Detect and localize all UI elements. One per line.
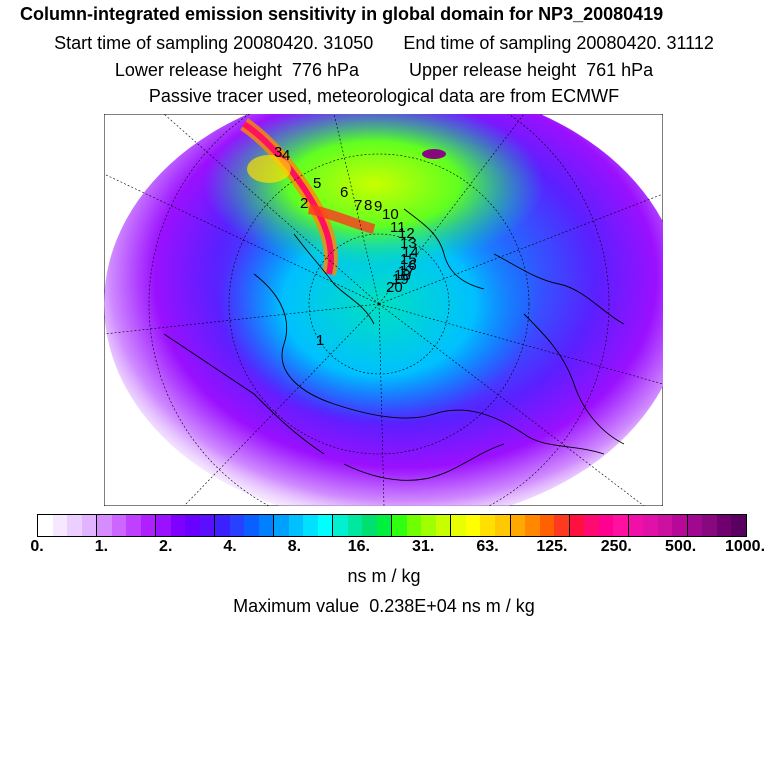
colorbar-segment (391, 515, 407, 536)
colorbar-segment (509, 515, 526, 536)
colorbar-segment (406, 515, 422, 536)
colorbar-segment (584, 515, 599, 536)
trajectory-label-14: 14 (402, 244, 419, 261)
trajectory-label-8: 8 (364, 197, 372, 214)
colorbar-segment (52, 515, 68, 536)
colorbar-segment (465, 515, 481, 536)
colorbar-segment (126, 515, 141, 536)
colorbar-segment (67, 515, 82, 536)
plume-hotspot (247, 155, 291, 183)
maximum-value: Maximum value 0.238E+04 ns m / kg (233, 596, 535, 616)
colorbar-segment (332, 515, 348, 536)
colorbar-segment (568, 515, 585, 536)
colorbar-segment (244, 515, 259, 536)
colorbar-segment (303, 515, 318, 536)
colorbar-segment (96, 515, 112, 536)
colorbar-tick-label: 125. (536, 538, 568, 555)
colorbar-segment (731, 515, 746, 536)
colorbar-segment (480, 515, 495, 536)
colorbar-tick-label: 0. (30, 538, 44, 555)
colorbar-segment (613, 515, 628, 536)
trajectory-label-7: 7 (354, 197, 362, 214)
colorbar-tick-label: 63. (476, 538, 499, 555)
map-canvas: 1 2 3 4 5 6 7 8 9 10 11 12 13 14 15 16 1… (103, 73, 684, 535)
trajectory-label-11: 11 (390, 219, 406, 236)
colorbar-segment (140, 515, 156, 536)
release-heights: Lower release height 776 hPa Upper relea… (114, 60, 654, 80)
colorbar (37, 514, 747, 537)
sampling-times: Start time of sampling 20080420. 31050 E… (54, 33, 714, 53)
colorbar-segment (111, 515, 127, 536)
trajectory-label-19: 19 (392, 271, 409, 288)
high-sensitivity-band (204, 99, 544, 269)
colorbar-segment (155, 515, 171, 536)
colorbar-segment (554, 515, 569, 536)
trajectory-label-18: 18 (394, 267, 411, 284)
colorbar-tick-label: 31. (412, 538, 435, 555)
colorbar-segment (539, 515, 555, 536)
north-hotspot (422, 149, 446, 159)
colorbar-segment (229, 515, 245, 536)
colorbar-tick-label: 500. (665, 538, 697, 555)
colorbar-unit: ns m / kg (347, 566, 421, 586)
colorbar-segment (288, 515, 304, 536)
colorbar-segment (643, 515, 658, 536)
colorbar-segment (494, 515, 510, 536)
colorbar-segment (214, 515, 230, 536)
trajectory-label-1: 1 (316, 332, 324, 349)
tracer-info: Passive tracer used, meteorological data… (148, 86, 620, 106)
plume-branch (307, 204, 376, 234)
colorbar-segment (347, 515, 363, 536)
colorbar-segment (657, 515, 673, 536)
trajectory-label-10: 10 (382, 206, 399, 223)
colorbar-segment (317, 515, 333, 536)
colorbar-tick-label: 16. (347, 538, 370, 555)
colorbar-segment (81, 515, 97, 536)
trajectory-label-12: 12 (398, 225, 415, 242)
colorbar-segment (702, 515, 717, 536)
trajectory-label-13: 13 (400, 235, 417, 252)
colorbar-segment (199, 515, 215, 536)
emission-sensitivity-map: 1 2 3 4 5 6 7 8 9 10 11 12 13 14 15 16 1… (103, 73, 684, 535)
colorbar-tick-label: 1000. (724, 538, 766, 555)
coastlines (163, 208, 625, 481)
colorbar-segment (672, 515, 687, 536)
colorbar-segment (598, 515, 614, 536)
colorbar-segment (38, 515, 53, 536)
trajectory-label-15: 15 (400, 251, 417, 268)
colorbar-segment (627, 515, 644, 536)
colorbar-tick-label: 250. (600, 538, 632, 555)
trajectory-label-3: 3 (274, 144, 282, 161)
colorbar-segment (525, 515, 540, 536)
colorbar-segment (376, 515, 392, 536)
trajectory-label-4: 4 (282, 147, 290, 164)
trajectory-label-20: 20 (386, 279, 403, 296)
colorbar-tick-label: 8. (287, 538, 302, 555)
colorbar-tick-label: 2. (159, 538, 173, 555)
colorbar-tick-label: 4. (223, 538, 237, 555)
map-title: Column-integrated emission sensitivity i… (20, 4, 664, 24)
colorbar-segment (170, 515, 186, 536)
colorbar-segment (273, 515, 289, 536)
trajectory-label-16: 16 (400, 257, 417, 274)
trajectory-label-2: 2 (300, 195, 308, 212)
trajectory-label-5: 5 (313, 175, 321, 192)
trajectory-label-17: 17 (398, 263, 415, 280)
colorbar-segment (258, 515, 274, 536)
colorbar-segment (362, 515, 377, 536)
colorbar-tick-label: 1. (94, 538, 109, 555)
trajectory-label-9: 9 (374, 198, 382, 215)
colorbar-segment (686, 515, 703, 536)
colorbar-segment (421, 515, 436, 536)
colorbar-ticks: 0. 1. 2. 4. 8. 16. 31. 63. 125. 250. 500. 1000. (0, 538, 768, 558)
colorbar-segment (435, 515, 451, 536)
trajectory-label-6: 6 (340, 184, 348, 201)
colorbar-segment (185, 515, 200, 536)
colorbar-segment (450, 515, 466, 536)
colorbar-segment (716, 515, 732, 536)
